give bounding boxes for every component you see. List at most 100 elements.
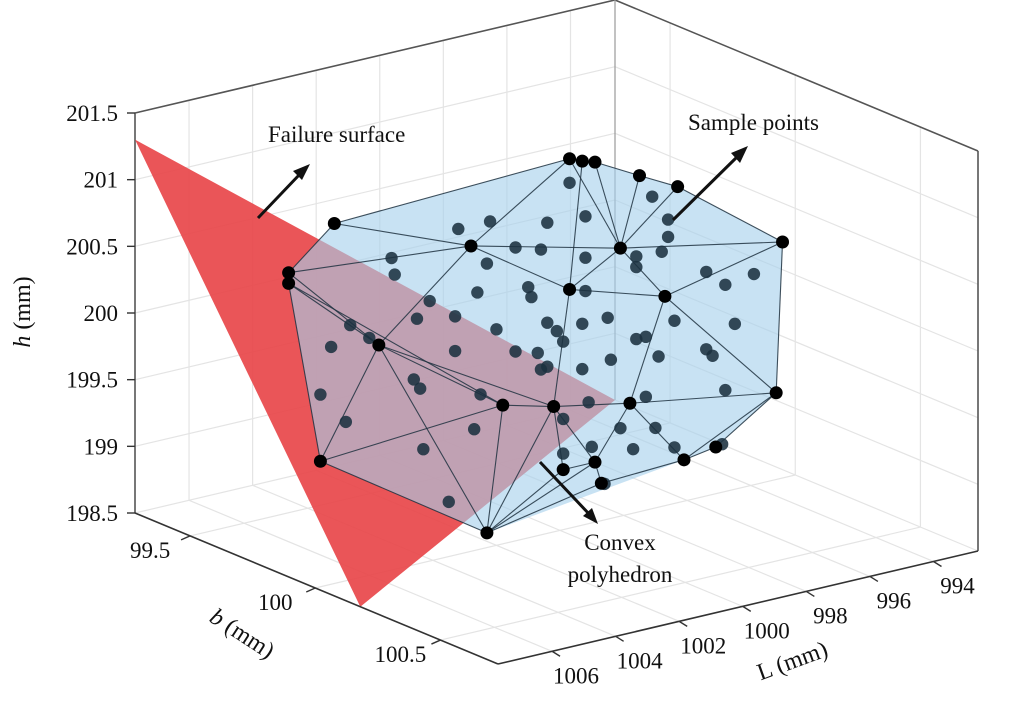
- polyhedron-edge: [594, 161, 640, 177]
- polyhedron-edge: [288, 282, 504, 406]
- failure-surface-arrow: [256, 172, 302, 220]
- polyhedron-vertex-point: [588, 455, 602, 469]
- polyhedron-edge: [288, 282, 380, 346]
- polyhedron-edge: [620, 247, 666, 297]
- L-tick: [805, 590, 815, 598]
- sample-point: [576, 362, 589, 376]
- h-tick-label: 201.5: [66, 101, 118, 126]
- polyhedron-edge: [334, 222, 472, 247]
- polyhedron-vertex-point: [282, 266, 296, 280]
- sample-point: [601, 311, 614, 324]
- arrow-head-icon: [583, 508, 598, 524]
- sample-point: [719, 278, 732, 291]
- annotation-convex-polyhedron: Convex polyhedron: [538, 460, 673, 587]
- polyhedron-edge: [378, 344, 488, 534]
- grid-line: [252, 484, 616, 637]
- h-tick-label: 200.5: [66, 234, 118, 259]
- polyhedron-vertex-point: [372, 338, 386, 352]
- sample-point: [661, 213, 675, 226]
- polyhedron-vertex-point: [282, 276, 296, 290]
- polyhedron-edge: [620, 186, 679, 249]
- h-tick-label: 200: [84, 301, 119, 326]
- sample-point: [556, 447, 570, 460]
- polyhedron-edge: [288, 223, 335, 274]
- sample-point: [582, 396, 595, 409]
- sample-point: [385, 251, 398, 265]
- sample-point: [626, 442, 640, 456]
- sample-point: [541, 316, 554, 329]
- sample-point: [407, 373, 420, 386]
- polyhedron-vertex-point: [327, 216, 341, 230]
- sample-point: [576, 317, 589, 330]
- polyhedron-vertex-point: [563, 152, 577, 166]
- sample-point: [541, 216, 554, 229]
- polyhedron-vertex-point: [496, 398, 510, 412]
- polyhedron-edge: [664, 295, 777, 394]
- sample-point: [579, 210, 592, 223]
- grid-line: [134, 66, 616, 181]
- sample-point: [388, 268, 401, 281]
- polyhedron-edge: [639, 175, 678, 188]
- b-tick: [180, 535, 191, 541]
- polyhedron-edge: [486, 406, 555, 534]
- h-tick-label: 198.5: [66, 501, 118, 526]
- sample-point: [509, 241, 522, 254]
- sample-point: [579, 251, 592, 264]
- sample-point: [423, 294, 436, 308]
- polyhedron-edge: [470, 158, 570, 247]
- b-tick-label: 99.5: [130, 538, 170, 563]
- sample-points-label: Sample points: [688, 110, 819, 135]
- sample-point: [448, 344, 462, 358]
- sample-point: [490, 323, 503, 336]
- h-tick-label: 199: [84, 434, 119, 459]
- sample-point: [563, 176, 576, 189]
- grid-line: [440, 526, 921, 641]
- polyhedron-edge: [594, 161, 621, 249]
- annotation-sample-points: Sample points: [671, 110, 819, 222]
- sample-point: [585, 440, 599, 454]
- tick-labels: 198.5 199 199.5 200 200.5 201 201.5 99.5 100 100.…: [66, 101, 975, 688]
- sample-point: [525, 290, 538, 304]
- sample-point: [541, 360, 554, 373]
- polyhedron-vertex-point: [594, 476, 608, 490]
- polyhedron-edge: [629, 296, 666, 404]
- L-tick: [869, 575, 879, 583]
- sample-points-arrow: [671, 154, 740, 222]
- sample-point: [706, 349, 719, 362]
- box-edge: [134, 0, 616, 114]
- L-tick: [615, 635, 624, 642]
- sample-point: [534, 243, 548, 256]
- L-tick-label: 994: [940, 573, 975, 598]
- points-layer: [282, 152, 790, 540]
- L-tick-label: 996: [877, 588, 912, 613]
- polyhedron-vertex-point: [769, 386, 783, 400]
- sample-point: [668, 441, 681, 454]
- polyhedron-vertex-point: [613, 241, 627, 255]
- sample-point: [417, 443, 430, 456]
- polyhedron-edge: [502, 404, 554, 408]
- L-tick-label: 1004: [617, 648, 664, 673]
- sample-point: [522, 280, 535, 294]
- polyhedron-edge: [629, 392, 777, 404]
- polyhedron-edge: [620, 241, 783, 249]
- sample-point: [550, 324, 564, 338]
- polyhedron-edge: [320, 460, 488, 534]
- h-tick-label: 201: [84, 168, 119, 193]
- L-tick-label: 1006: [553, 663, 599, 688]
- sample-point: [480, 257, 494, 270]
- polyhedron-vertex-point: [313, 454, 327, 468]
- polyhedron-edge: [619, 175, 641, 249]
- convex-polyhedron-label-line1: Convex: [584, 530, 656, 555]
- sample-point: [646, 190, 659, 203]
- polyhedron-edge: [569, 247, 621, 290]
- sample-point: [604, 353, 618, 366]
- sample-point: [747, 267, 761, 281]
- sample-point: [531, 346, 544, 360]
- polyhedron-edge: [775, 241, 784, 393]
- polyhedron-edge: [664, 241, 783, 297]
- polyhedron-edge: [378, 344, 554, 408]
- L-tick: [933, 560, 942, 568]
- b-tick-label: 100: [258, 590, 293, 615]
- sample-point: [661, 230, 675, 244]
- polyhedron-edge: [601, 459, 685, 484]
